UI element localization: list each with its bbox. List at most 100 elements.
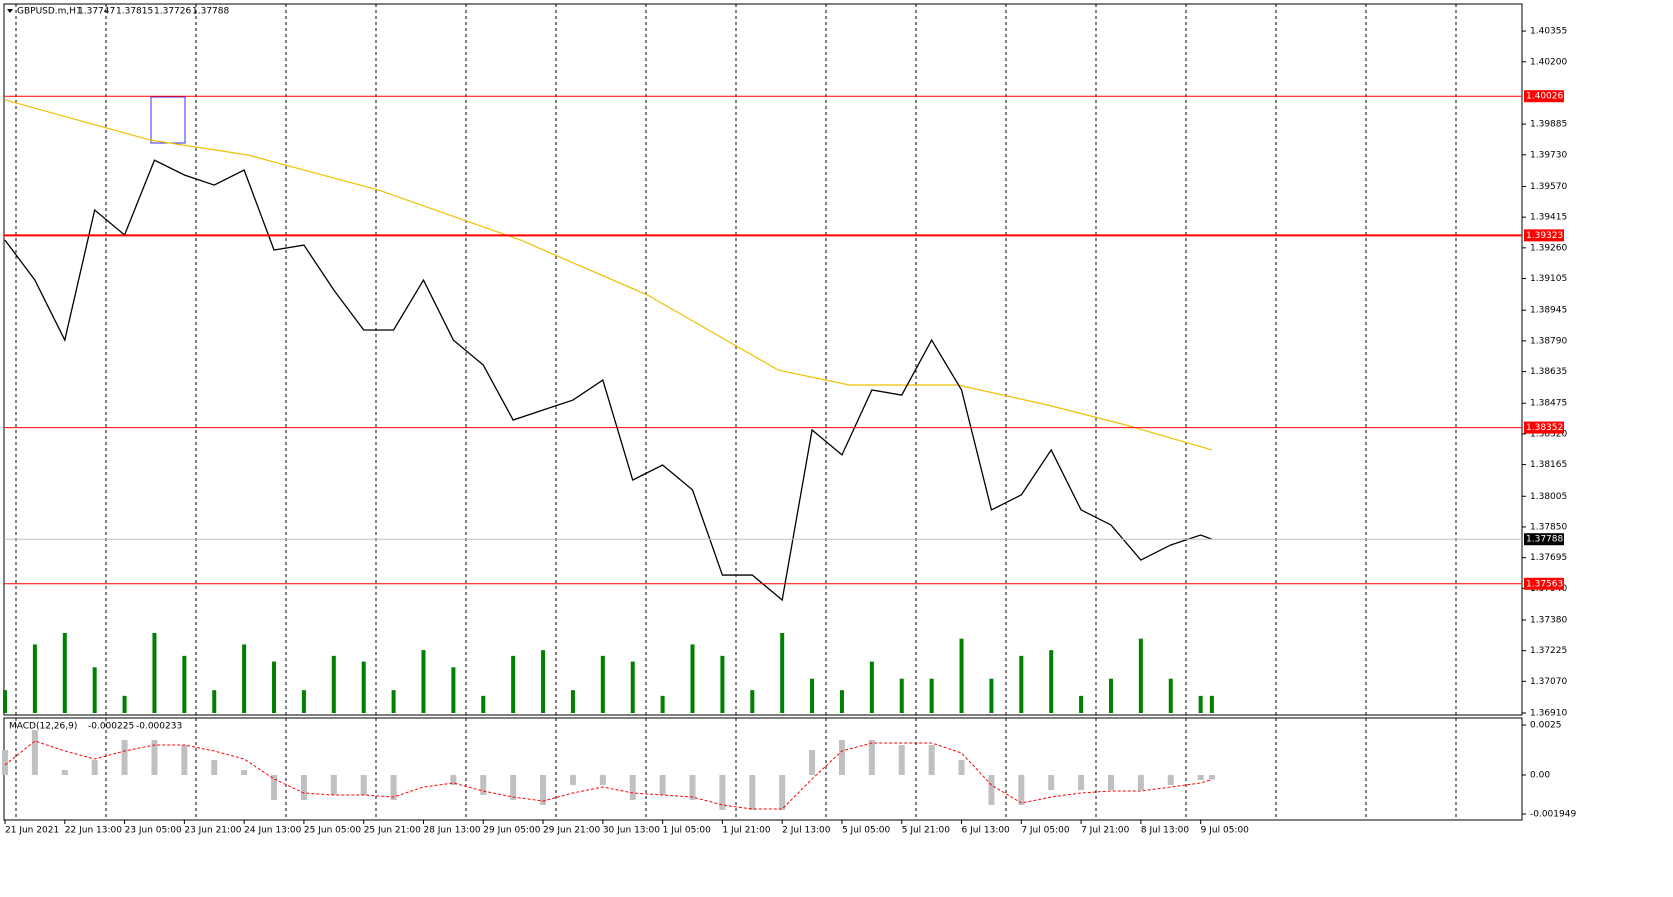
volume-bar	[182, 655, 187, 713]
volume-bar	[600, 655, 605, 713]
x-tick-label: 5 Jul 21:00	[902, 826, 951, 836]
x-tick-label: 29 Jun 05:00	[483, 826, 540, 836]
volume-bar	[1138, 638, 1143, 713]
x-tick-label: 1 Jul 05:00	[663, 826, 712, 836]
volume-bar	[1209, 695, 1214, 713]
y-tick-label: 1.40355	[1530, 27, 1567, 37]
x-tick-label: 25 Jun 05:00	[304, 826, 361, 836]
macd-bar	[540, 775, 547, 805]
y-tick-label: 1.37225	[1530, 646, 1567, 656]
volume-bar	[301, 690, 306, 713]
macd-bar	[689, 775, 696, 800]
macd-bar	[958, 760, 965, 775]
volume-bar	[839, 690, 844, 713]
volume-bar	[1019, 655, 1024, 713]
macd-value: -0.000225	[88, 722, 134, 732]
x-tick-label: 7 Jul 21:00	[1081, 826, 1130, 836]
volume-bar	[451, 667, 456, 713]
y-tick-label: 1.38635	[1530, 367, 1567, 377]
volume-bar	[361, 661, 366, 713]
y-tick-label: 0.0025	[1530, 721, 1562, 731]
macd-bar	[1018, 775, 1025, 805]
volume-bar	[690, 644, 695, 713]
macd-bar	[121, 740, 128, 775]
volume-bar	[421, 650, 426, 713]
y-tick-label: 1.40200	[1530, 57, 1567, 67]
current-price-label: 1.37788	[1526, 535, 1563, 545]
x-tick-label: 21 Jun 2021	[5, 826, 59, 836]
volume-bar	[780, 633, 785, 713]
y-tick-label: 1.36910	[1530, 709, 1567, 719]
volume-bar	[32, 644, 37, 713]
volume-bar	[1198, 695, 1203, 713]
macd-bar	[271, 775, 278, 800]
signal-line	[4, 740, 1213, 810]
macd-bar	[300, 775, 307, 800]
macd-bar	[61, 770, 68, 775]
volume-bar	[1168, 678, 1173, 713]
level-label-box	[1524, 90, 1564, 103]
y-tick-label: 1.37380	[1530, 615, 1567, 625]
volume-bar	[1079, 695, 1084, 713]
y-tick-label: 1.38475	[1530, 399, 1567, 409]
x-tick-label: 9 Jul 05:00	[1201, 826, 1250, 836]
macd-bar	[31, 730, 38, 775]
volume-bar	[3, 690, 7, 713]
volume-bar	[272, 661, 277, 713]
moving-average	[4, 99, 1213, 451]
volume-bar	[511, 655, 516, 713]
y-tick-label: 1.39885	[1530, 120, 1567, 130]
ohlc-value: 1.37815	[116, 7, 153, 17]
macd-bar	[988, 775, 995, 805]
macd-bar	[1107, 775, 1114, 790]
macd-bar	[868, 740, 875, 775]
macd-bar	[390, 775, 397, 800]
y-tick-label: 0.00	[1530, 771, 1550, 781]
x-tick-label: 28 Jun 13:00	[423, 826, 480, 836]
macd-bar	[928, 745, 935, 775]
level-label: 1.39323	[1526, 231, 1563, 241]
y-tick-label: 1.38005	[1530, 492, 1567, 502]
volume-bar	[92, 667, 97, 713]
y-tick-label: -0.001949	[1530, 809, 1576, 819]
volume-bar	[391, 690, 396, 713]
macd-bar	[151, 740, 158, 775]
ohlc-value: 1.37726	[154, 7, 191, 17]
x-tick-label: 30 Jun 13:00	[603, 826, 660, 836]
volume-bar	[869, 661, 874, 713]
price-pane	[3, 3, 1523, 716]
volume-bar	[1108, 678, 1113, 713]
macd-bar	[629, 775, 636, 800]
x-tick-label: 23 Jun 05:00	[125, 826, 182, 836]
current-price-box	[1524, 533, 1564, 546]
volume-bar	[481, 695, 486, 713]
macd-bar	[569, 775, 576, 785]
macd-bar	[480, 775, 487, 795]
x-tick-label: 24 Jun 13:00	[244, 826, 301, 836]
volume-bar	[959, 638, 964, 713]
volume-bar	[929, 678, 934, 713]
macd-bar	[1137, 775, 1144, 790]
macd-title: MACD(12,26,9)	[9, 722, 77, 732]
macd-bar	[659, 775, 666, 795]
y-tick-label: 1.39570	[1530, 182, 1567, 192]
macd-bar	[1167, 775, 1174, 785]
volume-bar	[1049, 650, 1054, 713]
signal-value: -0.000233	[136, 722, 182, 732]
macd-bar	[450, 775, 457, 785]
macd-bar	[211, 760, 218, 775]
y-tick-label: 1.39730	[1530, 150, 1567, 160]
volume-bar	[660, 695, 665, 713]
level-label: 1.38352	[1526, 423, 1563, 433]
x-tick-label: 6 Jul 13:00	[962, 826, 1011, 836]
x-tick-label: 25 Jun 21:00	[364, 826, 421, 836]
macd-bar	[599, 775, 606, 785]
level-label-box	[1524, 229, 1564, 242]
volume-bar	[541, 650, 546, 713]
ohlc-value: 1.37747	[78, 7, 115, 17]
x-tick-label: 1 Jul 21:00	[722, 826, 771, 836]
macd-bar	[809, 750, 816, 775]
